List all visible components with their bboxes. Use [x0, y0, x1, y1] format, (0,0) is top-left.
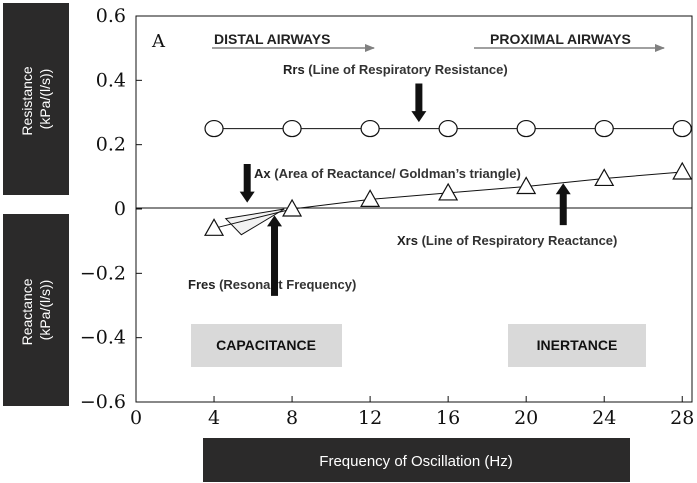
x-tick-label: 12	[358, 407, 382, 429]
triangle-marker	[204, 218, 225, 236]
ax-triangle	[224, 208, 285, 236]
fres-text: (Resonant Frequency)	[215, 277, 356, 292]
circle-marker	[516, 119, 536, 138]
capacitance-box	[191, 324, 342, 367]
fres-arrow	[267, 215, 283, 296]
ax-area-group	[224, 208, 285, 236]
x-axis-label: Frequency of Oscillation (Hz)	[319, 453, 512, 470]
x-tick-label: 28	[670, 407, 694, 429]
reactance-label-line2: (kPa/(l/s))	[37, 280, 53, 341]
x-axis-label-box	[203, 438, 630, 482]
reactance-axis-label: Reactance (kPa/(l/s))	[19, 275, 53, 346]
xrs-text: (Line of Respiratory Reactance)	[418, 233, 617, 248]
annotation-arrows	[239, 83, 571, 296]
circle-marker	[204, 119, 224, 138]
ax-arrow	[239, 163, 255, 203]
triangle-marker	[672, 161, 693, 180]
y-tick-label: 0	[114, 198, 126, 220]
xrs-arrow	[555, 183, 571, 226]
x-tick-label: 4	[208, 407, 220, 429]
fres-bold: Fres	[188, 277, 215, 292]
y-tick-label: −0.6	[80, 391, 126, 413]
x-tick-label: 8	[286, 407, 298, 429]
triangle-marker	[594, 168, 615, 187]
ax-bold: Ax	[254, 166, 271, 181]
x-tick-label: 16	[436, 407, 460, 429]
resistance-label-box	[3, 3, 69, 195]
capacitance-label: CAPACITANCE	[216, 337, 316, 353]
xrs-bold: Xrs	[397, 233, 418, 248]
rrs-annotation: Rrs (Line of Respiratory Resistance)	[283, 62, 508, 77]
resistance-label-line1: Resistance	[19, 66, 35, 135]
ax-text: (Area of Reactance/ Goldman’s triangle)	[271, 166, 521, 181]
fres-annotation: Fres (Resonant Frequency)	[188, 277, 356, 292]
x-tick-label: 0	[130, 407, 142, 429]
distal-airways-label: DISTAL AIRWAYS	[214, 31, 330, 47]
series-markers	[204, 119, 693, 236]
rrs-arrow	[411, 83, 427, 123]
reactance-label-line1: Reactance	[19, 278, 35, 345]
y-tick-label: 0.6	[96, 5, 126, 27]
proximal-airways-label: PROXIMAL AIRWAYS	[490, 31, 631, 47]
circle-marker	[360, 119, 380, 138]
ax-annotation: Ax (Area of Reactance/ Goldman’s triangl…	[254, 166, 521, 181]
x-axis-ticks: 0 4 8 12 16 20 24 28	[130, 396, 694, 429]
y-axis-ticks: 0.6 0.4 0.2 0 −0.2 −0.4 −0.6	[80, 5, 142, 413]
circle-marker	[438, 119, 458, 138]
triangle-marker	[282, 198, 303, 217]
circle-marker	[282, 119, 302, 138]
circle-marker	[672, 119, 692, 138]
y-tick-label: 0.4	[96, 69, 126, 91]
circle-marker	[594, 119, 614, 138]
panel-letter: A	[151, 31, 166, 52]
inertance-box	[508, 324, 646, 367]
resistance-label-line2: (kPa/(l/s))	[37, 69, 53, 130]
y-tick-label: −0.4	[80, 327, 126, 349]
rrs-bold: Rrs	[283, 62, 305, 77]
resistance-axis-label: Resistance (kPa/(l/s))	[19, 62, 53, 135]
inertance-label: INERTANCE	[537, 337, 618, 353]
rrs-text: (Line of Respiratory Resistance)	[305, 62, 508, 77]
triangle-marker	[516, 176, 537, 195]
y-tick-label: −0.2	[80, 262, 126, 284]
triangle-marker	[360, 189, 381, 207]
triangle-marker	[438, 182, 459, 201]
xrs-annotation: Xrs (Line of Respiratory Reactance)	[397, 233, 617, 248]
x-tick-label: 24	[592, 407, 616, 429]
y-tick-label: 0.2	[96, 134, 126, 156]
x-tick-label: 20	[514, 407, 538, 429]
reactance-label-box	[3, 214, 69, 406]
